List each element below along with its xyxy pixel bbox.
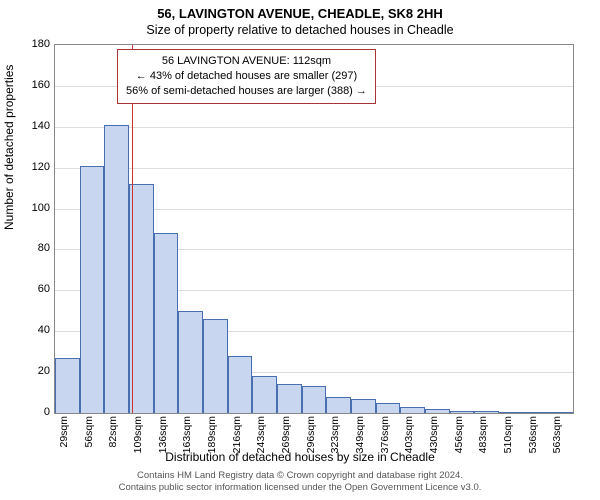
x-tick-label: 510sqm	[502, 416, 514, 453]
y-tick-label: 180	[32, 38, 50, 50]
x-tick-label: 189sqm	[206, 416, 218, 453]
histogram-bar	[228, 356, 253, 413]
x-tick-label: 109sqm	[132, 416, 144, 453]
y-tick-label: 0	[44, 406, 50, 418]
y-tick-label: 60	[38, 283, 50, 295]
footer-line-2: Contains public sector information licen…	[0, 482, 600, 494]
x-tick-label: 29sqm	[58, 416, 70, 448]
x-tick-label: 296sqm	[305, 416, 317, 453]
y-tick-label: 40	[38, 324, 50, 336]
callout-line-2: ← 43% of detached houses are smaller (29…	[126, 69, 367, 84]
page-subtitle: Size of property relative to detached ho…	[0, 21, 600, 37]
histogram-bar	[351, 399, 376, 413]
x-tick-label: 216sqm	[231, 416, 243, 453]
y-tick-label: 80	[38, 242, 50, 254]
callout-line-3: 56% of semi-detached houses are larger (…	[126, 84, 367, 99]
histogram-bar	[548, 412, 573, 413]
x-tick-label: 563sqm	[551, 416, 563, 453]
histogram-bar	[400, 407, 425, 413]
y-tick-label: 100	[32, 202, 50, 214]
histogram-bar	[104, 125, 129, 413]
x-tick-label: 456sqm	[453, 416, 465, 453]
x-tick-label: 163sqm	[181, 416, 193, 453]
page-title: 56, LAVINGTON AVENUE, CHEADLE, SK8 2HH	[0, 0, 600, 21]
y-tick-label: 140	[32, 120, 50, 132]
y-axis-label: Number of detached properties	[2, 65, 16, 230]
y-tick-label: 120	[32, 161, 50, 173]
x-tick-label: 269sqm	[280, 416, 292, 453]
histogram-bar	[203, 319, 228, 413]
histogram-bar	[252, 376, 277, 413]
x-tick-label: 243sqm	[255, 416, 267, 453]
x-tick-label: 56sqm	[83, 416, 95, 448]
histogram-plot: 56 LAVINGTON AVENUE: 112sqm ← 43% of det…	[54, 44, 574, 414]
histogram-bar	[474, 411, 499, 413]
callout-line-1: 56 LAVINGTON AVENUE: 112sqm	[126, 54, 367, 69]
x-tick-label: 136sqm	[157, 416, 169, 453]
histogram-bar	[154, 233, 179, 413]
x-tick-label: 349sqm	[354, 416, 366, 453]
reference-callout: 56 LAVINGTON AVENUE: 112sqm ← 43% of det…	[117, 49, 376, 104]
histogram-bar	[524, 412, 549, 413]
histogram-bar	[499, 412, 524, 413]
x-tick-label: 376sqm	[379, 416, 391, 453]
y-tick-label: 160	[32, 79, 50, 91]
histogram-bar	[55, 358, 80, 413]
x-tick-label: 483sqm	[477, 416, 489, 453]
histogram-bar	[302, 386, 327, 413]
x-tick-label: 82sqm	[107, 416, 119, 448]
histogram-bar	[450, 411, 475, 413]
histogram-bar	[425, 409, 450, 413]
y-tick-label: 20	[38, 365, 50, 377]
footer-line-1: Contains HM Land Registry data © Crown c…	[0, 470, 600, 482]
x-tick-label: 536sqm	[527, 416, 539, 453]
x-tick-label: 430sqm	[428, 416, 440, 453]
histogram-bar	[376, 403, 401, 413]
x-tick-label: 323sqm	[329, 416, 341, 453]
histogram-bar	[80, 166, 105, 413]
histogram-bar	[277, 384, 302, 413]
x-tick-label: 403sqm	[403, 416, 415, 453]
histogram-bar	[326, 397, 351, 413]
footer-attribution: Contains HM Land Registry data © Crown c…	[0, 470, 600, 495]
histogram-bar	[178, 311, 203, 413]
